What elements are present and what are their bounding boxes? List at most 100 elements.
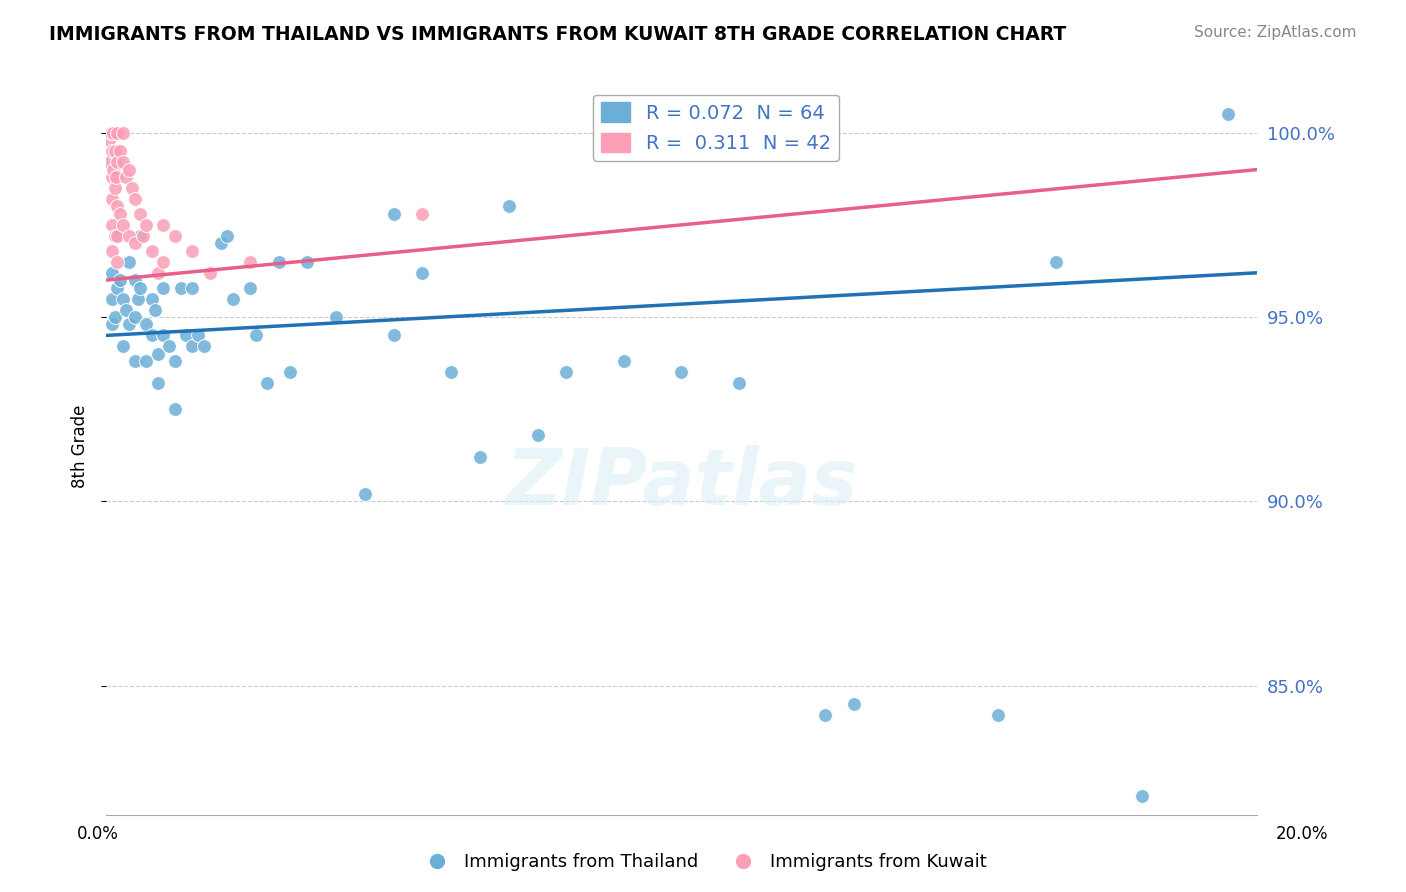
Point	[239, 280, 262, 294]
Point	[728, 376, 751, 391]
Legend: Immigrants from Thailand, Immigrants from Kuwait: Immigrants from Thailand, Immigrants fro…	[412, 847, 994, 879]
Point	[198, 266, 221, 280]
Point	[1045, 254, 1067, 268]
Point	[382, 207, 405, 221]
Point	[354, 487, 377, 501]
Point	[239, 254, 262, 268]
Point	[132, 228, 155, 243]
Point	[103, 181, 125, 195]
Point	[129, 207, 152, 221]
Point	[146, 347, 169, 361]
Point	[101, 126, 124, 140]
Point	[468, 450, 491, 464]
Point	[103, 144, 125, 158]
Point	[440, 365, 463, 379]
Point	[124, 354, 146, 368]
Point	[101, 162, 124, 177]
Point	[141, 328, 163, 343]
Point	[100, 266, 122, 280]
Point	[103, 310, 125, 324]
Point	[221, 292, 243, 306]
Point	[193, 339, 215, 353]
Point	[107, 280, 129, 294]
Point	[526, 428, 548, 442]
Point	[411, 207, 433, 221]
Point	[170, 280, 193, 294]
Point	[100, 292, 122, 306]
Point	[382, 328, 405, 343]
Point	[814, 708, 837, 723]
Point	[163, 354, 186, 368]
Point	[325, 310, 347, 324]
Point	[112, 155, 135, 169]
Point	[987, 708, 1010, 723]
Point	[112, 292, 135, 306]
Point	[141, 292, 163, 306]
Point	[100, 169, 122, 184]
Point	[135, 318, 157, 332]
Point	[176, 328, 198, 343]
Point	[146, 376, 169, 391]
Point	[152, 328, 174, 343]
Point	[124, 236, 146, 251]
Point	[107, 254, 129, 268]
Point	[100, 318, 122, 332]
Point	[256, 376, 278, 391]
Point	[124, 310, 146, 324]
Point	[555, 365, 578, 379]
Point	[1218, 107, 1240, 121]
Point	[121, 181, 143, 195]
Point	[411, 266, 433, 280]
Point	[127, 292, 149, 306]
Point	[107, 228, 129, 243]
Text: 0.0%: 0.0%	[77, 825, 120, 843]
Point	[100, 244, 122, 258]
Point	[163, 402, 186, 417]
Point	[215, 228, 238, 243]
Point	[157, 339, 180, 353]
Point	[181, 280, 204, 294]
Point	[152, 280, 174, 294]
Point	[100, 192, 122, 206]
Y-axis label: 8th Grade: 8th Grade	[72, 404, 89, 488]
Point	[103, 228, 125, 243]
Point	[112, 126, 135, 140]
Point	[110, 207, 132, 221]
Point	[181, 339, 204, 353]
Point	[1130, 789, 1153, 804]
Point	[105, 169, 128, 184]
Legend: R = 0.072  N = 64, R =  0.311  N = 42: R = 0.072 N = 64, R = 0.311 N = 42	[593, 95, 839, 161]
Point	[842, 697, 865, 711]
Text: ZIPatlas: ZIPatlas	[505, 445, 858, 521]
Point	[152, 218, 174, 232]
Point	[278, 365, 301, 379]
Point	[143, 302, 166, 317]
Point	[187, 328, 209, 343]
Point	[107, 228, 129, 243]
Point	[110, 144, 132, 158]
Point	[135, 354, 157, 368]
Point	[107, 126, 129, 140]
Point	[163, 228, 186, 243]
Point	[100, 144, 122, 158]
Text: 20.0%: 20.0%	[1277, 825, 1329, 843]
Point	[245, 328, 267, 343]
Text: Source: ZipAtlas.com: Source: ZipAtlas.com	[1194, 25, 1357, 40]
Point	[498, 199, 520, 213]
Point	[110, 273, 132, 287]
Point	[141, 244, 163, 258]
Point	[118, 162, 141, 177]
Point	[115, 169, 138, 184]
Point	[152, 254, 174, 268]
Point	[100, 218, 122, 232]
Point	[124, 192, 146, 206]
Point	[107, 199, 129, 213]
Point	[112, 218, 135, 232]
Point	[118, 318, 141, 332]
Point	[129, 280, 152, 294]
Point	[112, 339, 135, 353]
Point	[209, 236, 232, 251]
Text: IMMIGRANTS FROM THAILAND VS IMMIGRANTS FROM KUWAIT 8TH GRADE CORRELATION CHART: IMMIGRANTS FROM THAILAND VS IMMIGRANTS F…	[49, 25, 1067, 44]
Point	[118, 228, 141, 243]
Point	[124, 273, 146, 287]
